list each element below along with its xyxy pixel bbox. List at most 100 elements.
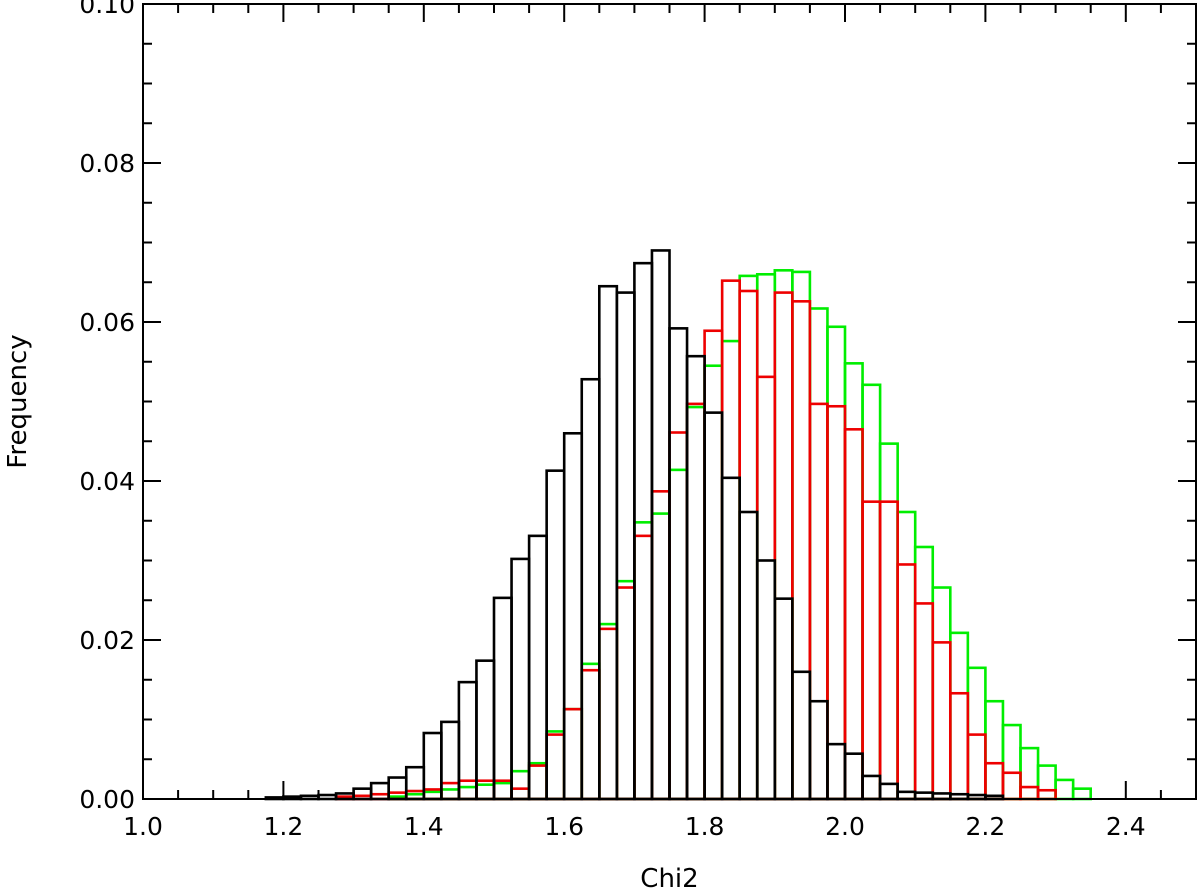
x-tick-label: 1.8 [685,812,725,841]
tick-labels: 1.0 1.2 1.4 1.6 1.8 2.0 2.2 2.4 0.00 0.02 0.04 0.06… [79,0,1145,841]
histogram-bar [948,691,970,801]
histogram-bar [1019,746,1040,801]
histogram-bar [562,431,584,801]
histogram-bar [562,707,584,801]
histogram-bar [597,627,619,801]
histogram-bar [791,270,812,801]
histogram-bar [1001,771,1022,801]
histogram-bar [896,790,917,801]
histogram-bar [615,579,636,801]
histogram-bar [475,783,496,801]
x-tick-label: 1.4 [404,812,444,841]
histogram-bar [808,402,829,801]
histogram-bar [843,752,864,801]
histogram-bar [703,364,724,801]
histogram-bar [597,622,619,801]
y-tick-label: 0.04 [79,467,135,496]
histogram-bar [913,602,935,801]
y-tick-label: 0.00 [79,785,135,814]
histogram-bar [562,707,584,801]
y-tick-label: 0.02 [79,626,135,655]
histogram-bar [545,730,566,801]
x-tick-label: 1.6 [544,812,584,841]
histogram-bar [440,720,461,801]
histogram-bar [948,631,970,801]
histogram-bar [545,469,566,801]
histogram-bar [633,534,654,801]
histogram-bar [984,699,1005,801]
histogram-bar [650,249,671,801]
histogram-bar [1036,788,1057,801]
histogram-bar [597,284,619,801]
histogram-bar [1054,778,1075,801]
histogram-bar [1019,785,1040,801]
histogram-bar [580,377,601,801]
histogram-bar [440,781,461,801]
histogram-bar [527,764,548,801]
y-tick-label: 0.10 [79,0,135,19]
histogram-bar [861,774,882,801]
histogram-bar [457,779,478,801]
histogram-bar [1001,723,1022,801]
histogram-bar [352,787,373,801]
histogram-bar [984,761,1005,801]
histogram-bar [703,411,724,801]
histogram-bar [738,274,759,801]
histogram-bar [510,787,531,801]
x-tick-label: 2.4 [1106,812,1146,841]
histogram-bar [545,733,566,801]
histogram-bar [966,733,987,801]
histogram-bar [808,699,829,801]
plot-frame [142,3,1197,800]
x-tick-label: 1.0 [123,812,163,841]
histogram-bar [580,662,601,801]
histogram-bar [703,329,724,801]
x-tick-label: 2.0 [825,812,865,841]
histogram-bar [492,596,513,801]
histogram-bar [492,781,513,801]
x-tick-label: 2.2 [966,812,1006,841]
x-tick-label: 1.2 [264,812,304,841]
histogram-bar [826,404,847,801]
histogram-bar [668,431,689,801]
histogram-bar [913,545,935,801]
histogram-bar [510,557,531,801]
histogram-bar [755,559,777,801]
histogram-bar [896,510,917,801]
histogram-bar [755,375,777,801]
histogram-bar [527,534,548,801]
histogram-bar [1036,764,1057,801]
histogram-bar [1071,787,1093,801]
histogram-bar [931,641,952,801]
histogram-bar [861,383,882,801]
histogram-series [264,249,1093,801]
histogram-bar [773,291,794,801]
histogram-bar [791,300,812,801]
histogram-bar [615,291,636,801]
histogram-bar [685,354,706,801]
y-tick-label: 0.08 [79,149,135,178]
histogram-bar [738,510,759,801]
histogram-bar [685,402,706,801]
histogram-bar [755,272,777,801]
histogram-bar [791,670,812,801]
histogram-bar [650,512,671,801]
histogram-bar [615,586,636,801]
y-axis-label: Frequency [3,334,33,468]
histogram-bar [668,468,689,801]
histogram-bar [580,668,601,801]
histogram-bar [826,325,847,801]
histogram-bar [440,788,461,801]
histogram-bar [843,428,864,801]
histogram-bar [527,761,548,801]
x-axis-label: Chi2 [640,864,698,893]
histogram-bar [369,781,390,801]
histogram-bar [720,339,742,801]
histogram-bar [861,500,882,801]
histogram-bar [650,490,671,801]
histogram-bar [808,307,829,801]
series-2 [264,249,1005,801]
y-tick-label: 0.06 [79,308,135,337]
histogram-bar [668,327,689,801]
histogram-bar [720,279,742,801]
